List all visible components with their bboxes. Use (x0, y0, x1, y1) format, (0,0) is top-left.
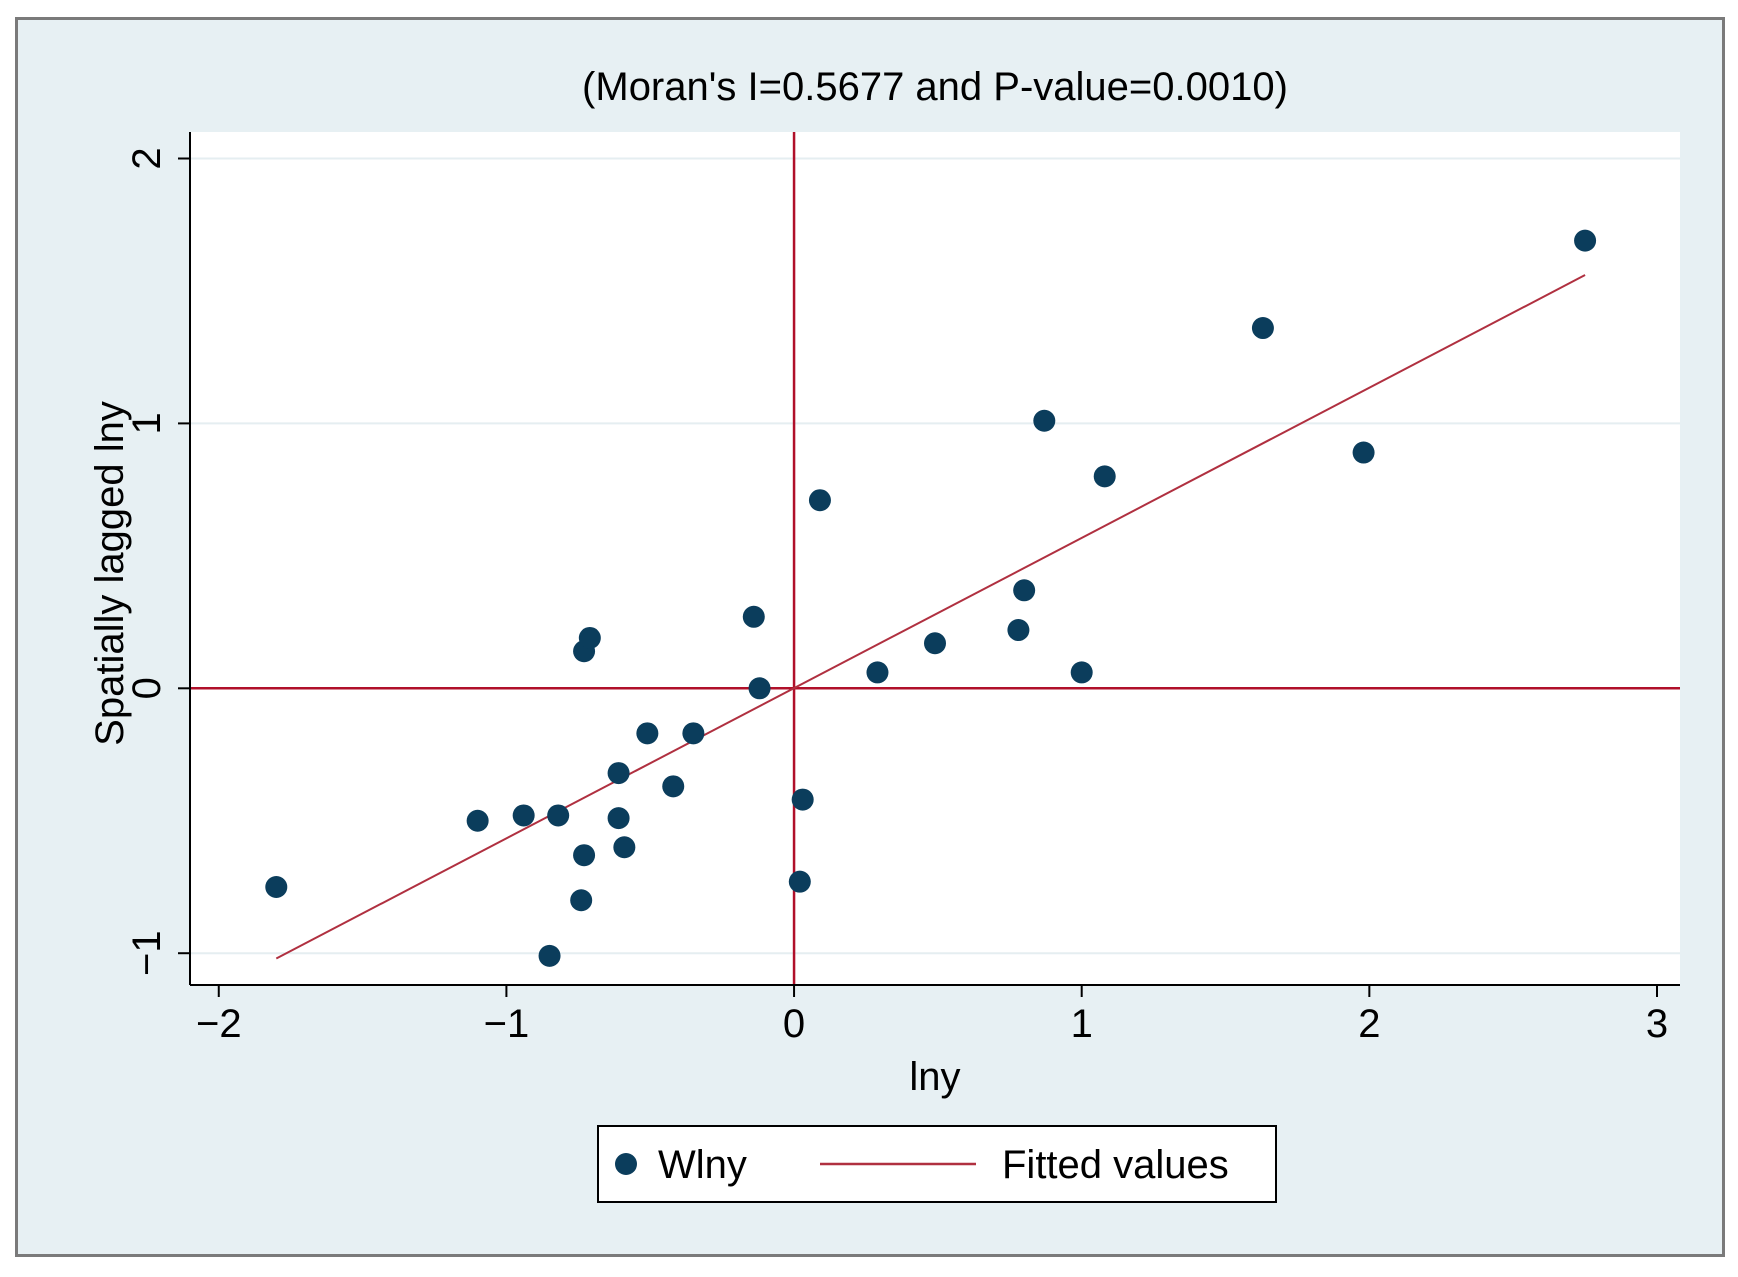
x-axis-ticks: −2 −1 0 1 2 3 (196, 985, 1668, 1046)
y-axis-label: Spatially lagged lny (88, 401, 132, 746)
reference-lines (190, 132, 1680, 985)
legend: Wlny Fitted values (597, 1125, 1277, 1203)
data-point-0 (265, 875, 288, 898)
y-tick-label: 1 (125, 412, 169, 434)
chart: (Moran's I=0.5677 and P-value=0.0010) −2… (88, 65, 1680, 1203)
y-axis-ticks: −1 0 1 2 (125, 147, 190, 976)
scatter-points (265, 229, 1597, 967)
data-point-26 (1093, 465, 1116, 488)
data-point-8 (578, 626, 601, 649)
y-tick-label: 0 (125, 677, 169, 699)
x-tick-label: 2 (1358, 1002, 1380, 1046)
legend-label-wlny: Wlny (658, 1143, 747, 1187)
x-tick-label: 1 (1071, 1002, 1093, 1046)
axes (189, 132, 1680, 986)
x-tick-label: −1 (484, 1002, 530, 1046)
data-point-19 (808, 489, 831, 512)
data-point-23 (1013, 579, 1036, 602)
data-point-9 (607, 762, 630, 785)
data-point-27 (1251, 317, 1274, 340)
figure-frame: (Moran's I=0.5677 and P-value=0.0010) −2… (15, 17, 1725, 1257)
data-point-17 (791, 788, 814, 811)
x-tick-label: −2 (196, 1002, 242, 1046)
chart-title: (Moran's I=0.5677 and P-value=0.0010) (582, 65, 1288, 109)
data-point-2 (512, 804, 535, 827)
data-point-28 (1352, 441, 1375, 464)
data-point-20 (866, 661, 889, 684)
data-point-1 (466, 809, 489, 832)
data-point-21 (924, 632, 946, 655)
data-point-15 (742, 605, 765, 628)
data-point-14 (682, 722, 705, 745)
legend-label-fitted: Fitted values (1002, 1143, 1229, 1187)
data-point-16 (748, 677, 771, 700)
data-point-4 (538, 944, 561, 967)
data-point-29 (1574, 229, 1597, 252)
data-point-24 (1033, 409, 1056, 432)
data-point-11 (613, 836, 636, 859)
fitted-values-line (275, 274, 1586, 960)
x-axis-label: lny (909, 1055, 960, 1099)
data-point-22 (1007, 619, 1030, 642)
legend-marker-icon (615, 1153, 637, 1175)
x-tick-label: 3 (1646, 1002, 1668, 1046)
data-point-10 (607, 807, 630, 830)
data-point-12 (636, 722, 659, 745)
data-point-5 (570, 889, 593, 912)
y-tick-label: 2 (125, 147, 169, 169)
data-point-18 (788, 870, 811, 893)
x-tick-label: 0 (783, 1002, 805, 1046)
plot-area (190, 132, 1680, 985)
data-point-25 (1070, 661, 1093, 684)
data-point-3 (547, 804, 570, 827)
y-tick-label: −1 (125, 930, 169, 976)
data-point-13 (662, 775, 685, 798)
data-point-6 (573, 844, 596, 867)
